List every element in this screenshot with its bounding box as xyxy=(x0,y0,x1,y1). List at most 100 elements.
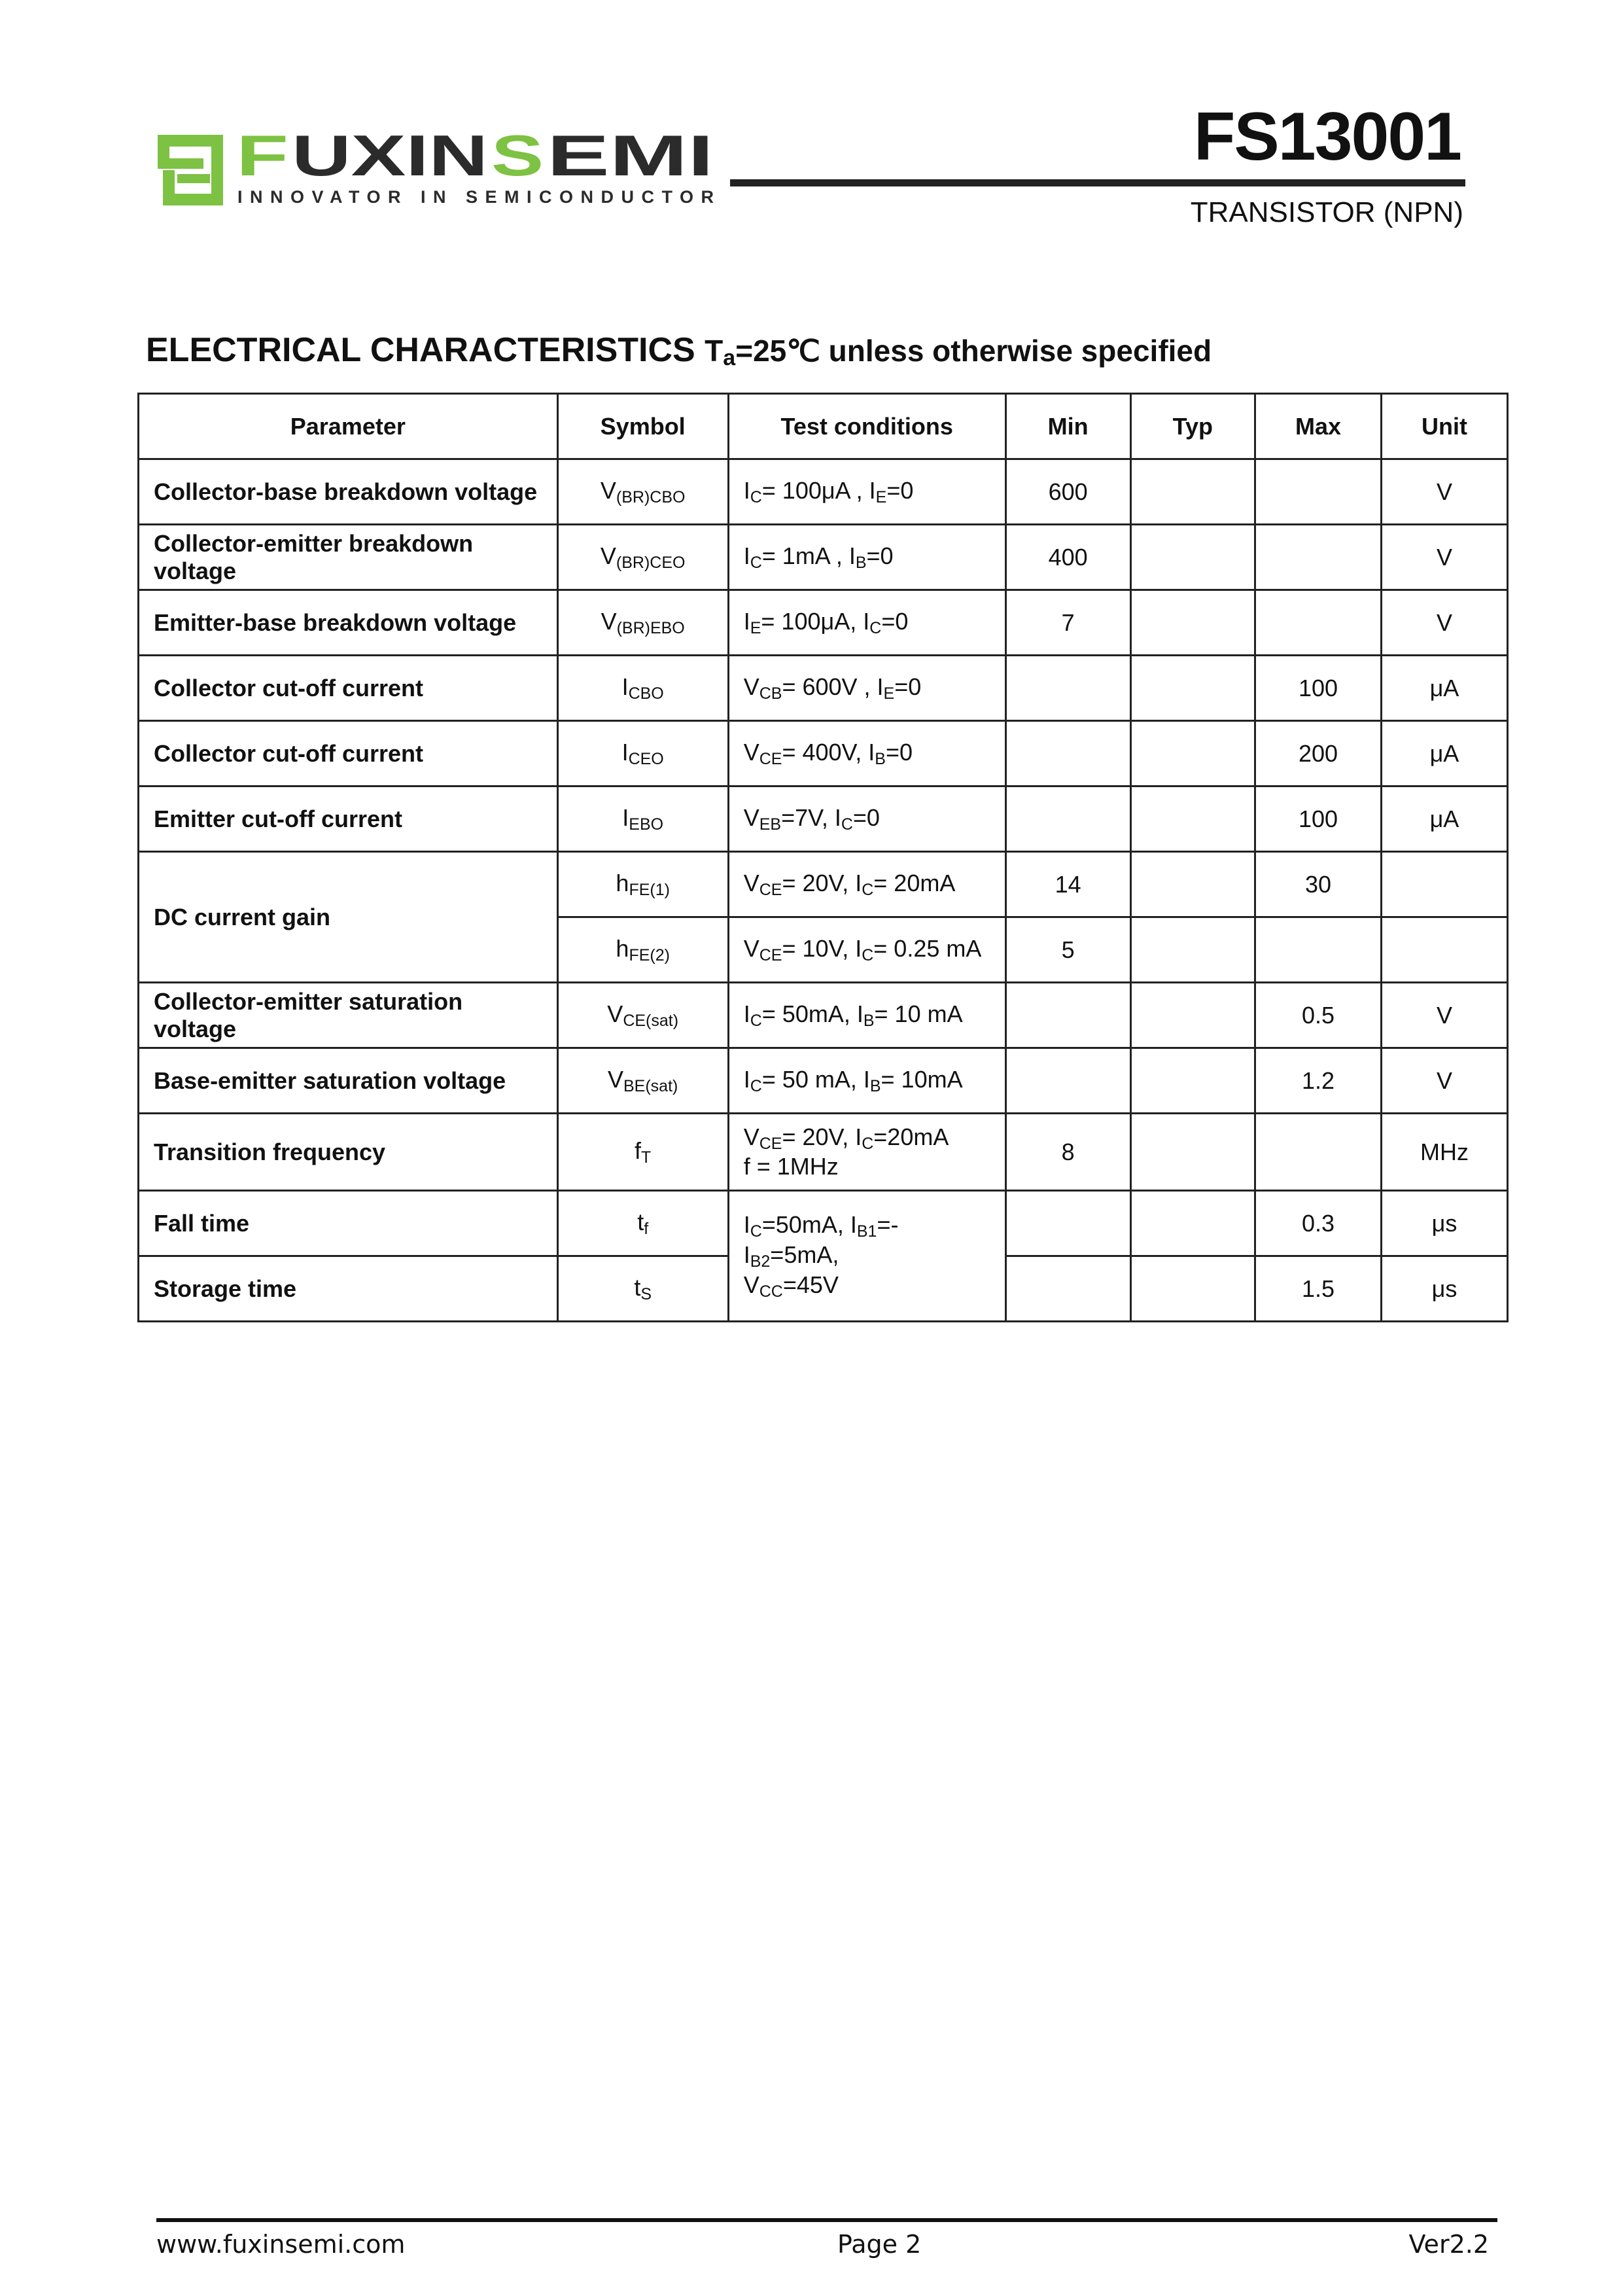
symbol-cell: fT xyxy=(556,1112,729,1192)
part-type: TRANSISTOR (NPN) xyxy=(1190,196,1463,228)
typ-cell xyxy=(1129,589,1257,656)
part-number: FS13001 xyxy=(1193,99,1462,175)
column-header: Parameter xyxy=(137,393,559,460)
unit-cell: V xyxy=(1380,458,1509,525)
text-segment: I xyxy=(621,673,629,700)
typ-cell xyxy=(1129,720,1257,787)
text-segment: V xyxy=(743,673,759,700)
subscript: C xyxy=(750,553,762,572)
footer-version: Ver2.2 xyxy=(1408,2230,1489,2259)
typ-cell xyxy=(1129,1190,1257,1257)
text-segment: =0 xyxy=(866,542,894,569)
subscript: C xyxy=(841,815,853,834)
text-segment: =5mA, xyxy=(770,1241,839,1268)
typ-cell xyxy=(1129,981,1257,1049)
parameter-cell: Collector cut-off current xyxy=(137,720,559,787)
subscript: C xyxy=(862,1135,874,1154)
max-cell xyxy=(1254,458,1382,525)
column-header: Unit xyxy=(1380,393,1509,460)
subscript: CC xyxy=(759,1282,783,1301)
text-segment: t xyxy=(634,1273,641,1301)
table-row: hFE(2) VCE= 10V, IC= 0.25 mA 5 xyxy=(139,916,1509,983)
column-header: Test conditions xyxy=(727,393,1007,460)
text-segment: =0 xyxy=(885,738,913,766)
table-row: Collector cut-off current ICEO VCE= 400V, … xyxy=(137,720,1509,787)
symbol-cell: VBE(sat) xyxy=(556,1047,729,1114)
table-row: Collector-base breakdown voltage V(BR)CBO… xyxy=(137,458,1509,525)
parameter-cell: Collector-base breakdown voltage xyxy=(137,458,559,525)
test-conditions-cell: IC= 1mA , IB=0 xyxy=(727,523,1007,591)
subscript: B xyxy=(855,553,867,572)
max-cell xyxy=(1254,916,1382,983)
text-segment: V xyxy=(743,1271,759,1298)
table-row: Collector-emitter saturation voltage VCE(… xyxy=(137,981,1509,1049)
text-segment: V xyxy=(600,476,616,504)
column-header: Typ xyxy=(1129,393,1257,460)
max-cell xyxy=(1254,523,1382,591)
unit-cell: V xyxy=(1380,981,1509,1049)
text-segment: I xyxy=(621,738,629,766)
parameter-cell: Fall time xyxy=(137,1190,559,1257)
svg-text:UXIN: UXIN xyxy=(292,131,488,188)
svg-text:INNOVATOR IN SEMICONDUCTOR: INNOVATOR IN SEMICONDUCTOR xyxy=(237,187,714,206)
subscript: EB xyxy=(759,815,782,834)
text-segment: h xyxy=(616,869,629,896)
svg-text:S: S xyxy=(491,131,544,188)
table-row: Base-emitter saturation voltage VBE(sat) I… xyxy=(137,1047,1509,1114)
subscript: (BR)CBO xyxy=(616,487,686,506)
subscript: B1 xyxy=(856,1222,877,1241)
text-segment: = 50mA, I xyxy=(761,1000,864,1027)
footer-page: Page 2 xyxy=(837,2230,922,2259)
subscript: T xyxy=(641,1148,652,1167)
symbol-cell: IEBO xyxy=(556,785,729,853)
text-segment: I xyxy=(743,542,750,569)
text-segment: = 400V, I xyxy=(782,738,875,766)
max-cell: 0.5 xyxy=(1254,981,1382,1049)
table-row: Collector cut-off current ICBO VCB= 600V ,… xyxy=(137,654,1509,722)
min-cell xyxy=(1004,654,1132,722)
section-title-text: ELECTRICAL CHARACTERISTICS xyxy=(146,331,695,369)
text-segment: =0 xyxy=(852,804,880,831)
test-conditions-cell: VCE= 400V, IB=0 xyxy=(727,720,1007,787)
table-row: Collector-emitter breakdown voltage V(BR)… xyxy=(137,523,1509,591)
unit-cell xyxy=(1380,916,1509,983)
text-segment: I xyxy=(743,607,750,635)
test-conditions-cell: IC= 100μA , IE=0 xyxy=(727,458,1007,525)
subscript: CBO xyxy=(628,684,664,703)
unit-cell xyxy=(1380,851,1509,918)
subscript: C xyxy=(750,1076,762,1095)
min-cell xyxy=(1004,720,1132,787)
text-segment: I xyxy=(622,804,629,831)
symbol-cell: V(BR)CEO xyxy=(556,523,729,591)
text-segment: I xyxy=(743,1210,750,1238)
test-conditions-cell: IC=50mA, IB1=-IB2=5mA, VCC=45V xyxy=(727,1190,1007,1322)
svg-text:EMI: EMI xyxy=(547,131,714,188)
typ-cell xyxy=(1129,785,1257,853)
test-conditions-cell: VCE= 10V, IC= 0.25 mA xyxy=(727,916,1007,983)
subscript: C xyxy=(862,945,874,964)
max-cell: 30 xyxy=(1254,851,1382,918)
column-header: Min xyxy=(1004,393,1132,460)
subscript: B xyxy=(863,1011,875,1030)
text-segment: =0 xyxy=(886,476,914,504)
subscript: CE xyxy=(759,1135,782,1154)
text-segment: I xyxy=(743,1065,750,1093)
condition-sub: a xyxy=(723,345,736,370)
footer-divider xyxy=(156,2218,1497,2222)
text-segment: =45V xyxy=(782,1271,839,1298)
unit-cell: μA xyxy=(1380,785,1509,853)
unit-cell: MHz xyxy=(1380,1112,1509,1192)
text-segment: h xyxy=(616,934,629,962)
text-segment: = 1mA , I xyxy=(761,542,856,569)
text-segment: = 10mA xyxy=(881,1065,963,1093)
test-conditions-cell: VCE= 20V, IC=20mA f = 1MHz xyxy=(727,1112,1007,1192)
text-segment: f = 1MHz xyxy=(743,1152,839,1180)
text-segment: V xyxy=(743,869,759,896)
text-segment: I xyxy=(743,1000,750,1027)
subscript: C xyxy=(862,880,874,899)
text-segment: = 10 mA xyxy=(874,1000,963,1027)
column-header: Symbol xyxy=(556,393,729,460)
text-segment: =50mA, I xyxy=(761,1210,857,1238)
symbol-cell: tf xyxy=(556,1190,729,1257)
subscript: CE xyxy=(759,880,782,899)
